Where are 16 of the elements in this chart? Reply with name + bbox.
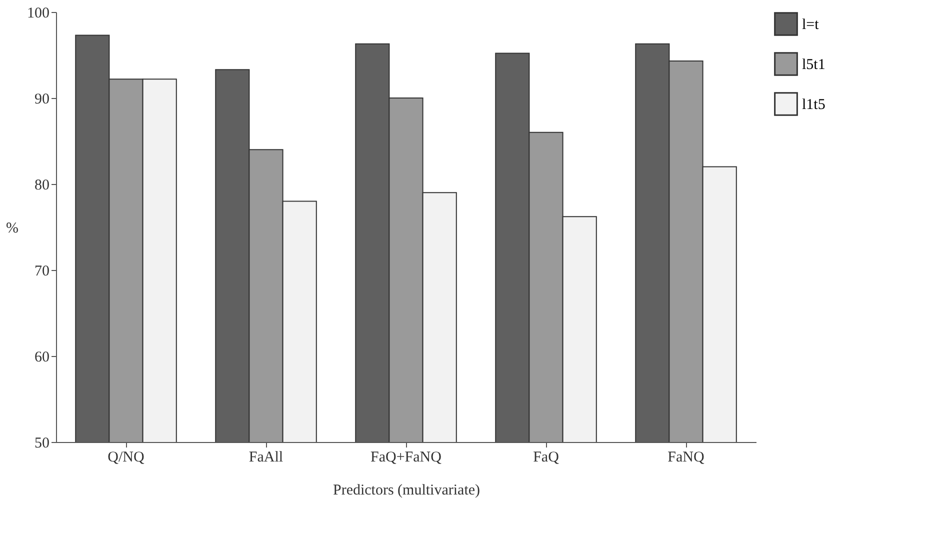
legend-label: l1t5 <box>802 97 826 113</box>
x-axis-title: Predictors (multivariate) <box>332 482 480 498</box>
y-tick-label: 80 <box>34 178 50 194</box>
x-tick-label: Q/NQ <box>108 450 144 466</box>
y-tick-label: 50 <box>34 436 50 452</box>
x-tick-label: FaQ+FaNQ <box>370 450 442 466</box>
y-tick-label: 90 <box>34 92 50 108</box>
legend-label: l5t1 <box>802 57 826 73</box>
y-tick-label: 100 <box>27 6 50 22</box>
x-tick-label: FaQ <box>533 450 560 466</box>
legend-label: l=t <box>802 17 820 33</box>
y-tick-label: 70 <box>34 264 50 280</box>
x-tick-label: FaNQ <box>668 450 704 466</box>
x-tick-label: FaAll <box>248 450 284 466</box>
y-axis-title: % <box>6 220 18 236</box>
y-tick-label: 60 <box>34 350 50 366</box>
